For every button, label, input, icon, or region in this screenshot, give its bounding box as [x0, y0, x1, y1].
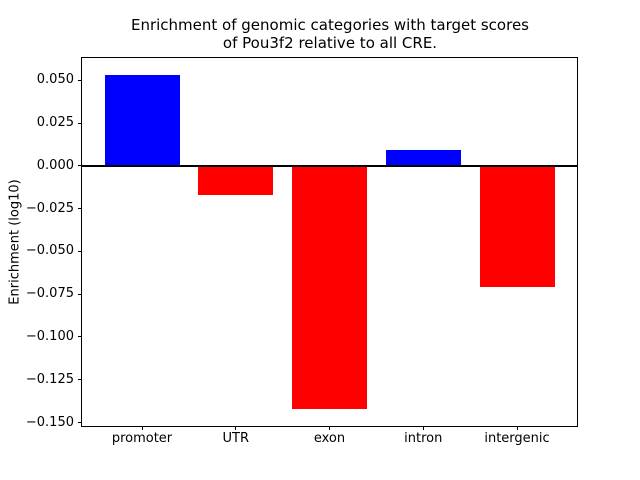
y-tick-mark — [78, 336, 82, 338]
y-tick-label: −0.025 — [25, 200, 74, 216]
y-tick-mark — [78, 79, 82, 81]
x-tick-mark — [516, 426, 518, 430]
y-tick-label: 0.000 — [36, 157, 74, 173]
y-tick-mark — [78, 122, 82, 124]
y-axis-label: Enrichment (log10) — [7, 179, 23, 305]
chart-title: Enrichment of genomic categories with ta… — [130, 16, 529, 52]
y-tick-label: −0.050 — [25, 243, 74, 259]
y-tick-mark — [78, 422, 82, 424]
x-tick-label: intron — [404, 431, 443, 446]
zero-line — [82, 164, 577, 168]
x-tick-label: exon — [313, 431, 346, 446]
y-tick-mark — [78, 293, 82, 295]
y-tick-label: −0.150 — [25, 414, 74, 430]
x-tick-label: intergenic — [484, 431, 550, 446]
y-tick-mark — [78, 208, 82, 210]
bar-exon — [292, 165, 367, 409]
y-tick-label: 0.050 — [36, 72, 74, 88]
y-tick-label: −0.125 — [25, 371, 74, 387]
bar-intron — [385, 150, 461, 166]
bar-intergenic — [479, 165, 555, 288]
bar-promoter — [104, 75, 180, 166]
y-tick-label: −0.075 — [25, 286, 74, 302]
x-tick-mark — [235, 426, 237, 430]
x-tick-label: UTR — [222, 431, 250, 446]
y-tick-mark — [78, 379, 82, 381]
y-tick-mark — [78, 165, 82, 167]
y-tick-mark — [78, 250, 82, 252]
x-tick-mark — [422, 426, 424, 430]
bar-UTR — [198, 165, 274, 195]
x-tick-label: promoter — [111, 431, 173, 446]
x-tick-mark — [141, 426, 143, 430]
y-tick-label: −0.100 — [25, 328, 74, 344]
y-tick-label: 0.025 — [36, 115, 74, 131]
x-tick-mark — [329, 426, 330, 430]
